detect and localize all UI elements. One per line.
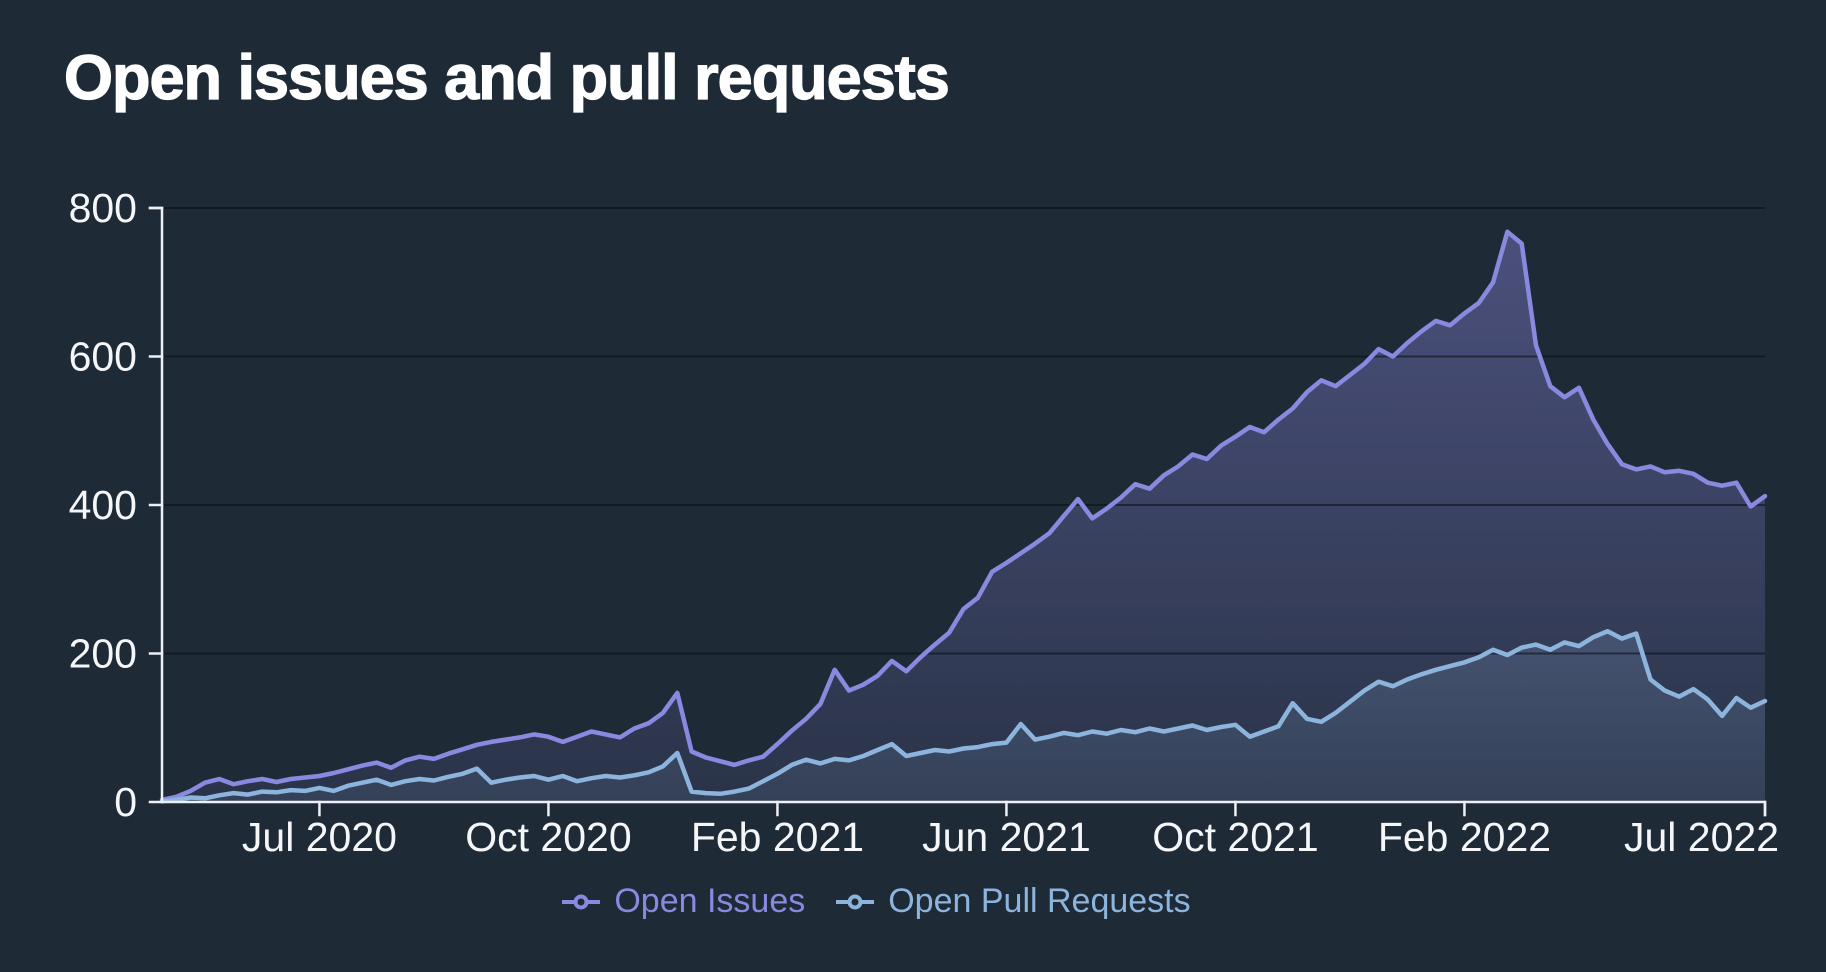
x-tick-label: Jul 2022 <box>1624 814 1779 860</box>
chart-title: Open issues and pull requests <box>63 42 950 113</box>
legend-marker-icon <box>562 894 601 909</box>
legend-item-open-issues[interactable]: Open Issues <box>561 882 805 921</box>
open-issues-area <box>162 231 1765 803</box>
x-tick-label: Jun 2021 <box>922 814 1091 860</box>
x-tick-label: Feb 2022 <box>1378 814 1551 860</box>
x-tick-label: Oct 2021 <box>1152 814 1318 860</box>
y-tick-label: 400 <box>69 482 137 528</box>
open-pull-requests-line <box>159 628 1768 804</box>
y-tick-label: 200 <box>69 631 137 677</box>
legend-label: Open Pull Requests <box>888 882 1191 920</box>
open-issues-line <box>159 229 1768 803</box>
legend-item-open-pull-requests[interactable]: Open Pull Requests <box>835 882 1191 921</box>
chart-legend: Open Issues Open Pull Requests <box>0 882 1789 921</box>
legend-marker-icon <box>836 894 875 909</box>
open-pull-requests-area <box>162 631 1765 802</box>
x-tick-label: Feb 2021 <box>691 814 864 860</box>
x-tick-label: Oct 2020 <box>465 814 631 860</box>
y-tick-label: 800 <box>69 185 137 231</box>
y-tick-label: 600 <box>69 334 137 380</box>
legend-label: Open Issues <box>614 882 806 920</box>
x-tick-label: Jul 2020 <box>242 814 397 860</box>
y-tick-label: 0 <box>114 779 137 825</box>
